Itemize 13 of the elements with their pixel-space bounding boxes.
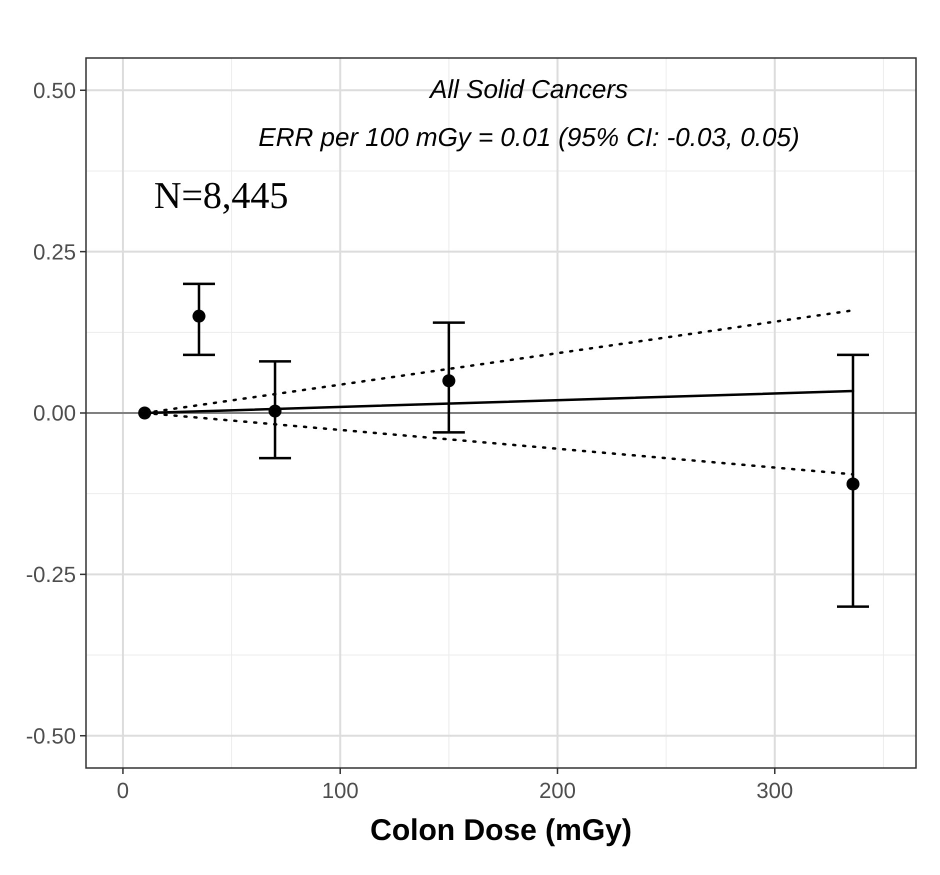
x-tick-label: 200 xyxy=(539,778,576,803)
annotation: N=8,445 xyxy=(154,175,288,217)
x-axis-title: Colon Dose (mGy) xyxy=(370,814,632,847)
x-tick-label: 300 xyxy=(756,778,794,803)
x-tick-label: 100 xyxy=(322,778,359,803)
y-tick-label: 0.00 xyxy=(33,400,76,426)
x-tick-label: 0 xyxy=(116,778,130,803)
y-tick-label: 0.25 xyxy=(33,239,76,264)
annotation: All Solid Cancers xyxy=(428,74,628,104)
y-tick-label: 0.50 xyxy=(33,78,76,103)
annotation: ERR per 100 mGy = 0.01 (95% CI: -0.03, 0.05) xyxy=(258,122,800,152)
y-tick-label: -0.50 xyxy=(26,723,76,748)
y-tick-label: -0.25 xyxy=(26,562,76,588)
